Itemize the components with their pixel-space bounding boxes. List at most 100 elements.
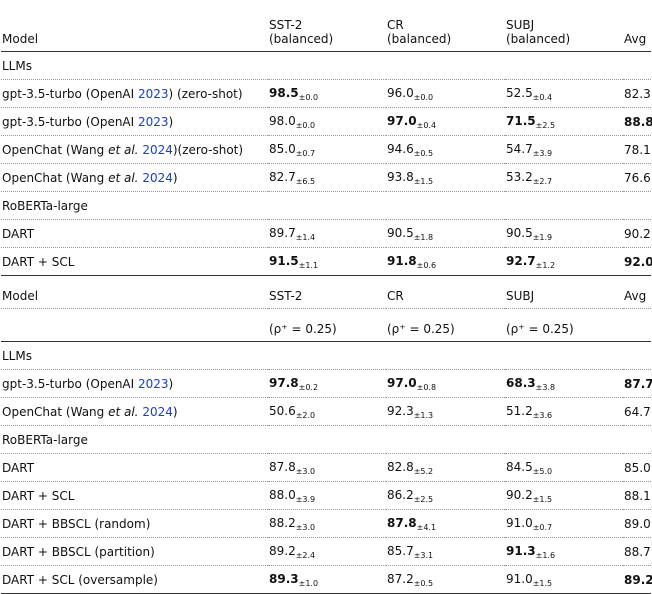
model-text: ) bbox=[172, 170, 178, 185]
model-text: ) bbox=[172, 404, 178, 419]
header-row: Model SST-2 CR SUBJ Avg bbox=[1, 275, 651, 309]
model-cell: DART + BBSCL (partition) bbox=[1, 537, 268, 566]
value-cell: 89.2 bbox=[623, 565, 652, 594]
value: 90.5 bbox=[506, 225, 533, 240]
value: 93.8 bbox=[387, 169, 414, 184]
value: 52.5 bbox=[506, 85, 533, 100]
value-cell: 85.7±3.1 bbox=[386, 537, 505, 566]
value: 97.0 bbox=[387, 375, 417, 390]
value: 97.8 bbox=[269, 375, 299, 390]
value: 89.2 bbox=[269, 543, 296, 558]
model-cell: OpenChat (Wang et al. 2024)(zero-shot) bbox=[1, 135, 268, 164]
std: ±3.0 bbox=[295, 466, 316, 476]
std: ±2.5 bbox=[413, 494, 434, 504]
value: 68.3 bbox=[506, 375, 536, 390]
value: 88.1 bbox=[624, 488, 651, 503]
value-cell: 91.3±1.6 bbox=[505, 537, 623, 566]
header-cell: Model bbox=[1, 0, 268, 52]
std: ±1.5 bbox=[413, 176, 434, 186]
value-cell: 90.2±1.5 bbox=[505, 481, 623, 510]
value: 97.0 bbox=[387, 113, 417, 128]
header-row: (ρ⁺ = 0.25) (ρ⁺ = 0.25) (ρ⁺ = 0.25) bbox=[1, 308, 651, 342]
std: ±0.7 bbox=[295, 148, 316, 158]
header-cell: SST-2 (balanced) bbox=[268, 0, 386, 52]
model-text: DART + SCL (oversample) bbox=[2, 572, 158, 587]
value: 85.7 bbox=[387, 543, 414, 558]
std: ±2.7 bbox=[532, 176, 553, 186]
group-cell: RoBERTa-large bbox=[1, 425, 651, 454]
value-cell: 92.7±1.2 bbox=[505, 247, 623, 276]
value-cell: 84.5±5.0 bbox=[505, 453, 623, 482]
std: ±3.0 bbox=[295, 522, 316, 532]
value: 89.0 bbox=[624, 516, 651, 531]
value-cell: 87.7 bbox=[623, 369, 652, 398]
value: 89.7 bbox=[269, 225, 296, 240]
std: ±0.4 bbox=[416, 120, 437, 130]
row-row: DART + SCL 91.5±1.1 91.8±0.6 92.7±1.2 92.0 bbox=[1, 247, 652, 276]
std: ±2.5 bbox=[535, 120, 556, 130]
value-cell: 90.5±1.9 bbox=[505, 219, 623, 248]
value-cell: 87.8±4.1 bbox=[386, 509, 505, 538]
value: 64.7 bbox=[624, 404, 651, 419]
value-cell: 88.7 bbox=[623, 537, 651, 566]
value-cell: 87.2±0.5 bbox=[386, 565, 505, 594]
std: ±1.6 bbox=[535, 550, 556, 560]
row-row: DART 87.8±3.0 82.8±5.2 84.5±5.0 85.0 bbox=[1, 453, 651, 482]
group-cell: LLMs bbox=[1, 51, 651, 80]
model-text: 2023 bbox=[138, 376, 169, 391]
header-text: SUBJ bbox=[506, 18, 535, 32]
row-row: OpenChat (Wang et al. 2024) 50.6±2.0 92.3±… bbox=[1, 397, 651, 426]
value: 88.8 bbox=[624, 114, 652, 129]
std: ±1.5 bbox=[532, 494, 553, 504]
model-text: DART + SCL bbox=[2, 254, 75, 269]
value-cell: 51.2±3.6 bbox=[505, 397, 623, 426]
value: 96.0 bbox=[387, 85, 414, 100]
model-text: gpt-3.5-turbo (OpenAI bbox=[2, 86, 138, 101]
value-cell: 82.7±6.5 bbox=[268, 163, 386, 192]
model-text: )(zero-shot) bbox=[172, 142, 244, 157]
value: 89.3 bbox=[269, 571, 299, 586]
value: 82.7 bbox=[269, 169, 296, 184]
value-cell: 89.3±1.0 bbox=[268, 565, 386, 594]
std: ±0.6 bbox=[416, 260, 437, 270]
group-label: LLMs bbox=[2, 348, 32, 363]
std: ±2.4 bbox=[295, 550, 316, 560]
std: ±6.5 bbox=[295, 176, 316, 186]
model-cell: DART bbox=[1, 453, 268, 482]
value: 90.5 bbox=[387, 225, 414, 240]
model-text: gpt-3.5-turbo (OpenAI bbox=[2, 376, 138, 391]
std: ±0.5 bbox=[413, 578, 434, 588]
value-cell: 92.3±1.3 bbox=[386, 397, 505, 426]
std: ±0.2 bbox=[298, 382, 319, 392]
value-cell: 90.5±1.8 bbox=[386, 219, 505, 248]
model-text: 2023 bbox=[138, 86, 169, 101]
model-text: DART bbox=[2, 226, 35, 241]
header-text: CR bbox=[387, 289, 404, 303]
header-text: (balanced) bbox=[506, 32, 571, 46]
value-cell: 88.0±3.9 bbox=[268, 481, 386, 510]
std: ±3.6 bbox=[532, 410, 553, 420]
value: 92.3 bbox=[387, 403, 414, 418]
value: 86.2 bbox=[387, 487, 414, 502]
std: ±0.8 bbox=[416, 382, 437, 392]
group-row: RoBERTa-large bbox=[1, 425, 651, 454]
value: 92.0 bbox=[624, 254, 652, 269]
value: 87.2 bbox=[387, 571, 414, 586]
model-cell: gpt-3.5-turbo (OpenAI 2023) (zero-shot) bbox=[1, 79, 268, 108]
model-text: gpt-3.5-turbo (OpenAI bbox=[2, 114, 138, 129]
value: 87.8 bbox=[387, 515, 417, 530]
header-cell: (ρ⁺ = 0.25) bbox=[386, 308, 505, 342]
model-cell: gpt-3.5-turbo (OpenAI 2023) bbox=[1, 369, 268, 398]
value-cell: 52.5±0.4 bbox=[505, 79, 623, 108]
value-cell: 88.8 bbox=[623, 107, 652, 136]
value: 91.0 bbox=[506, 515, 533, 530]
value: 92.7 bbox=[506, 253, 536, 268]
std: ±1.2 bbox=[535, 260, 556, 270]
value-cell: 85.0±0.7 bbox=[268, 135, 386, 164]
value-cell: 89.0 bbox=[623, 509, 651, 538]
value-cell: 54.7±3.9 bbox=[505, 135, 623, 164]
group-cell: RoBERTa-large bbox=[1, 191, 651, 220]
header-text: (balanced) bbox=[269, 32, 334, 46]
